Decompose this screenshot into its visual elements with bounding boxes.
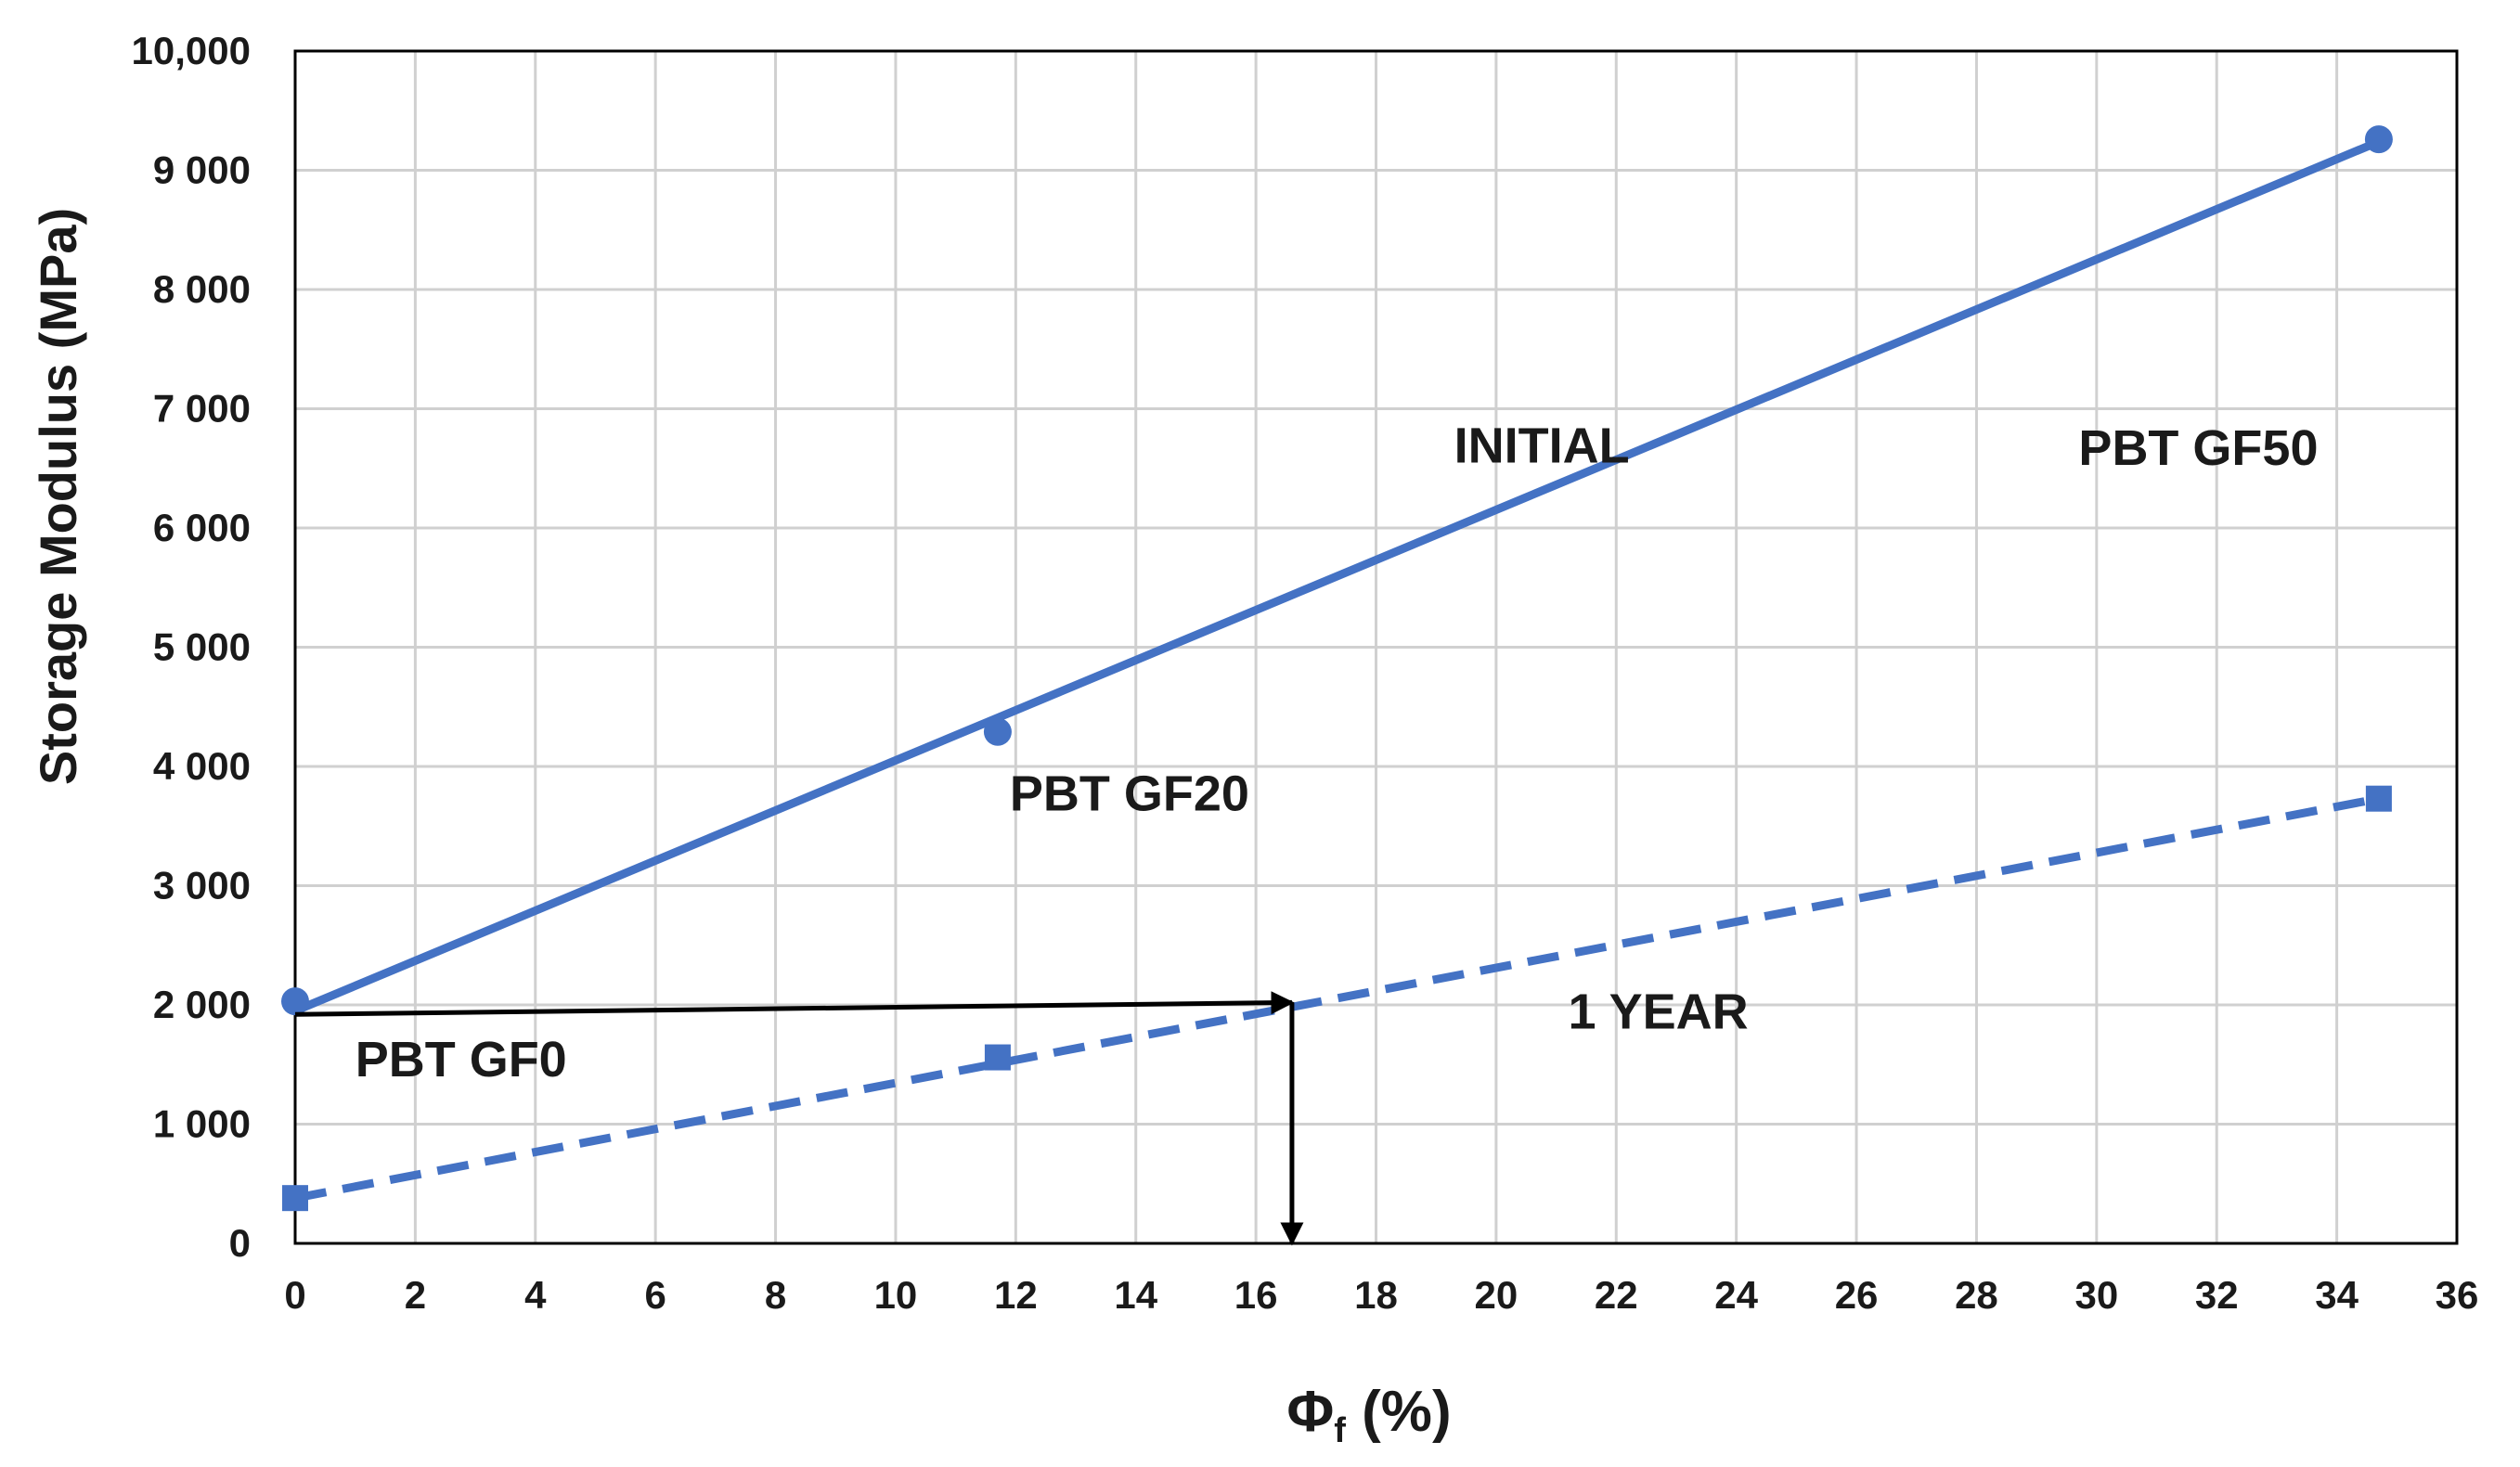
- x-axis-title: Φf (%): [1286, 1380, 1451, 1450]
- y-tick-label: 9 000: [153, 148, 251, 192]
- x-axis-title-tail: (%): [1346, 1380, 1452, 1444]
- y-tick-label: 6 000: [153, 506, 251, 549]
- series-layer: [281, 125, 2393, 1212]
- annotation-1-year: 1 YEAR: [1569, 984, 1749, 1040]
- data-point: [281, 987, 309, 1016]
- y-tick-label: 3 000: [153, 864, 251, 907]
- y-axis-tick-labels: 0 1 000 2 000 3 000 4 000 5 000 6 000 7 000 8 00…: [132, 29, 251, 1265]
- x-tick-label: 10: [874, 1273, 918, 1317]
- annotation-gf0: PBT GF0: [355, 1032, 567, 1087]
- x-tick-label: 16: [1234, 1273, 1278, 1317]
- x-tick-label: 24: [1714, 1273, 1758, 1317]
- x-tick-label: 36: [2436, 1273, 2479, 1317]
- annotation-gf50: PBT GF50: [2078, 420, 2318, 476]
- x-tick-label: 4: [524, 1273, 547, 1317]
- x-tick-label: 8: [765, 1273, 786, 1317]
- series-line: [293, 137, 2381, 1015]
- y-tick-label: 5 000: [153, 625, 251, 669]
- data-point: [2364, 125, 2393, 154]
- plot-area-frame: [293, 49, 2459, 1245]
- x-tick-label: 6: [644, 1273, 666, 1317]
- x-tick-label: 32: [2195, 1273, 2239, 1317]
- data-point: [282, 1185, 308, 1212]
- x-tick-label: 18: [1354, 1273, 1398, 1317]
- x-axis-title-main: Φ: [1286, 1380, 1334, 1444]
- y-tick-label: 7 000: [153, 387, 251, 431]
- x-tick-label: 2: [405, 1273, 426, 1317]
- arrow-layer: [294, 991, 1304, 1246]
- x-tick-label: 14: [1114, 1273, 1157, 1317]
- y-axis-title: Storage Modulus (MPa): [29, 208, 87, 785]
- y-tick-label: 2 000: [153, 983, 251, 1026]
- y-tick-label: 0: [229, 1221, 251, 1265]
- annotation-layer: INITIAL PBT GF50 PBT GF20 1 YEAR PBT GF0: [355, 418, 2319, 1087]
- x-tick-label: 26: [1835, 1273, 1879, 1317]
- horizontal-arrow: [294, 991, 1295, 1017]
- x-tick-label: 28: [1955, 1273, 1998, 1317]
- series-1-year: [282, 785, 2392, 1212]
- annotation-gf20: PBT GF20: [1010, 766, 1249, 822]
- x-tick-label: 30: [2074, 1273, 2118, 1317]
- x-tick-label: 20: [1475, 1273, 1518, 1317]
- data-point: [984, 1044, 1011, 1071]
- x-tick-label: 0: [284, 1273, 305, 1317]
- x-axis-title-subscript: f: [1334, 1411, 1346, 1450]
- y-tick-label: 4 000: [153, 744, 251, 788]
- data-point: [983, 717, 1012, 746]
- y-tick-label: 1 000: [153, 1102, 251, 1146]
- series-initial: [281, 125, 2393, 1016]
- series-line: [294, 794, 2380, 1203]
- x-tick-label: 22: [1595, 1273, 1638, 1317]
- grid: [295, 51, 2457, 1243]
- y-tick-label: 8 000: [153, 267, 251, 311]
- x-tick-label: 34: [2315, 1273, 2358, 1317]
- y-tick-label: 10,000: [132, 29, 251, 72]
- x-tick-label: 12: [994, 1273, 1038, 1317]
- data-point: [2365, 785, 2392, 812]
- annotation-initial: INITIAL: [1454, 418, 1630, 473]
- x-axis-tick-labels: 0 2 4 6 8 10 12 14 16 18 20 22 24 26 28 30 32 34 36: [284, 1273, 2478, 1317]
